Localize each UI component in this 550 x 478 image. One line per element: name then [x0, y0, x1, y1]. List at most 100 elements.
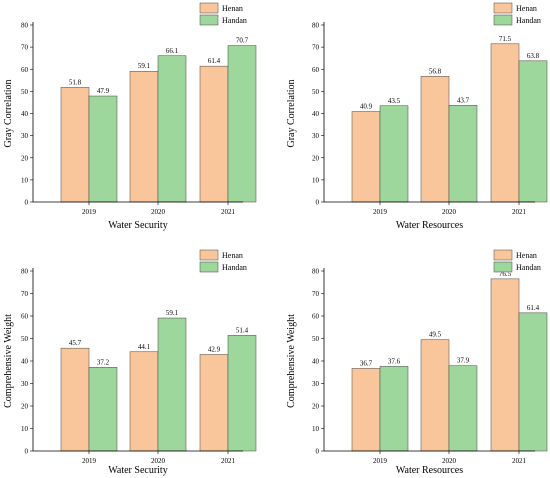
legend-swatch-handan [199, 261, 219, 273]
y-tick-label: 70 [312, 290, 320, 298]
y-tick-label: 80 [21, 22, 29, 30]
bar-henan-2021 [199, 354, 229, 452]
y-tick-label: 40 [21, 358, 29, 366]
y-tick-label: 80 [312, 268, 320, 276]
bar-handan-2019 [88, 95, 118, 203]
y-tick-label: 40 [312, 110, 320, 118]
x-tick-label: 2019 [373, 457, 388, 465]
bar-handan-2020 [157, 55, 187, 203]
bar-handan-2021 [518, 312, 548, 452]
bar-handan-2020 [448, 365, 478, 452]
data-label: 70.7 [236, 37, 249, 45]
bar-henan-2020 [129, 70, 159, 203]
y-tick-label: 0 [316, 448, 320, 456]
data-label: 45.7 [69, 339, 82, 347]
y-tick-label: 0 [25, 199, 29, 207]
bar-henan-2019 [60, 87, 90, 203]
x-tick-label: 2021 [512, 208, 527, 216]
y-tick-label: 60 [21, 313, 29, 321]
data-label: 56.8 [429, 67, 442, 75]
x-tick-label: 2019 [373, 208, 388, 216]
legend-label-henan: Henan [222, 251, 243, 260]
legend-swatch-henan [199, 2, 219, 14]
data-label: 37.6 [388, 357, 401, 365]
legend-swatch-handan [199, 14, 219, 26]
y-tick-label: 20 [312, 154, 320, 162]
data-label: 47.9 [97, 87, 110, 95]
y-tick-label: 0 [316, 199, 320, 207]
data-label: 42.9 [208, 345, 221, 353]
y-tick-label: 40 [312, 358, 320, 366]
y-tick-label: 20 [21, 403, 29, 411]
y-tick-label: 70 [312, 44, 320, 52]
data-label: 40.9 [360, 103, 373, 111]
data-label: 37.9 [457, 357, 470, 365]
data-label: 76.5 [499, 270, 512, 278]
y-axis-title: Comprehensive Weight [286, 314, 297, 408]
y-axis-title: Gray Correlation [286, 79, 297, 147]
legend-label-handan: Handan [516, 16, 541, 25]
legend-label-henan: Henan [222, 4, 243, 13]
y-tick-label: 10 [21, 176, 29, 184]
bar-henan-2021 [199, 65, 229, 203]
x-axis-title: Water Resources [396, 220, 463, 231]
y-tick-label: 30 [312, 380, 320, 388]
chart-panel-2: 40.9 56.8 71.5 43.5 43.7 63.8 0 10 20 30 40 50 60 70 8… [286, 2, 548, 231]
data-label: 61.4 [208, 57, 221, 65]
data-label: 36.7 [360, 359, 373, 367]
data-label: 51.8 [69, 78, 82, 86]
data-label: 44.1 [138, 343, 151, 351]
x-tick-label: 2020 [151, 457, 166, 465]
y-tick-label: 50 [21, 88, 29, 96]
data-label: 37.2 [97, 358, 110, 366]
x-tick-label: 2021 [221, 457, 236, 465]
x-tick-label: 2021 [221, 208, 236, 216]
y-tick-label: 60 [312, 66, 320, 74]
data-label: 63.8 [527, 52, 540, 60]
data-label: 59.1 [166, 309, 179, 317]
legend-swatch-handan [493, 261, 513, 273]
x-axis-title: Water Security [108, 220, 167, 231]
data-label: 43.7 [457, 96, 470, 104]
legend-swatch-henan [493, 2, 513, 14]
bar-henan-2020 [420, 76, 450, 203]
y-tick-label: 70 [21, 44, 29, 52]
legend-label-handan: Handan [222, 263, 247, 272]
y-tick-label: 70 [21, 290, 29, 298]
legend-swatch-henan [199, 249, 219, 261]
y-axis-title: Comprehensive Weight [3, 314, 14, 408]
x-axis-title: Water Security [108, 465, 167, 476]
y-tick-label: 0 [25, 448, 29, 456]
x-tick-label: 2020 [442, 457, 457, 465]
y-tick-label: 30 [312, 132, 320, 140]
y-tick-label: 10 [312, 425, 320, 433]
y-tick-label: 30 [21, 132, 29, 140]
legend: Henan Handan [493, 2, 541, 26]
data-label: 49.5 [429, 331, 442, 339]
bar-handan-2021 [227, 45, 257, 203]
bar-henan-2019 [351, 368, 381, 452]
bar-henan-2020 [129, 351, 159, 452]
bar-henan-2021 [490, 43, 520, 203]
x-tick-label: 2021 [512, 457, 527, 465]
y-tick-label: 50 [312, 335, 320, 343]
data-label: 59.1 [138, 62, 151, 70]
bar-handan-2019 [379, 105, 409, 203]
bar-handan-2019 [379, 366, 409, 452]
y-tick-label: 60 [21, 66, 29, 74]
data-label: 43.5 [388, 97, 401, 105]
data-label: 71.5 [499, 35, 512, 43]
data-label: 61.4 [527, 304, 540, 312]
y-tick-label: 60 [312, 313, 320, 321]
legend: Henan Handan [199, 2, 247, 26]
bar-handan-2021 [227, 335, 257, 452]
y-tick-label: 40 [21, 110, 29, 118]
bar-henan-2019 [60, 347, 90, 452]
bar-handan-2020 [448, 105, 478, 203]
data-label: 51.4 [236, 326, 249, 334]
y-tick-label: 80 [21, 268, 29, 276]
x-tick-label: 2020 [442, 208, 457, 216]
y-tick-label: 20 [312, 403, 320, 411]
legend: Henan Handan [199, 249, 247, 273]
data-label: 66.1 [166, 47, 179, 55]
